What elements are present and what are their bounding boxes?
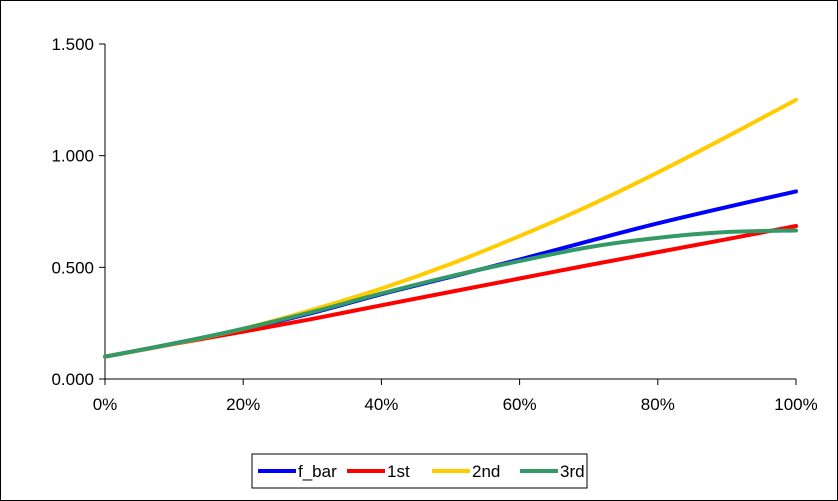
legend-label-fbar: f_bar [298,462,337,481]
x-axis: 0% 20% 40% 60% 80% 100% [93,378,818,414]
x-tick-label: 0% [93,395,118,414]
y-axis: 0.000 0.500 1.000 1.500 [51,35,106,389]
x-tick-label: 60% [503,395,537,414]
x-tick-label: 40% [364,395,398,414]
x-tick-label: 80% [641,395,675,414]
x-tick-label: 100% [774,395,817,414]
series-layer [103,97,798,359]
y-tick-label: 0.500 [51,258,94,277]
legend-label-2nd: 2nd [472,462,500,481]
legend-label-1st: 1st [387,462,410,481]
y-tick-label: 1.500 [51,35,94,54]
legend-label-3rd: 3rd [560,462,585,481]
y-tick-label: 1.000 [51,147,94,166]
series-line-2nd [103,97,798,359]
y-tick-label: 0.000 [51,370,94,389]
x-tick-label: 20% [226,395,260,414]
series-line-3rd [103,228,798,359]
legend: f_bar 1st 2nd 3rd [251,453,588,489]
series-line-fbar [103,189,798,359]
